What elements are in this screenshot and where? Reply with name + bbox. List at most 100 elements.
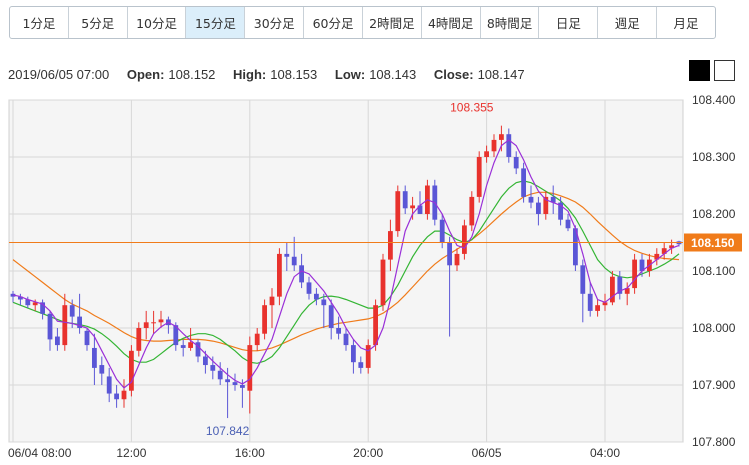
candle	[476, 151, 482, 203]
candle-body	[40, 302, 46, 314]
candle-body	[25, 299, 31, 306]
candle	[254, 328, 260, 351]
candle-body	[151, 322, 157, 324]
ma-mid-line	[12, 180, 680, 364]
candle-body	[609, 276, 615, 303]
tab-2[interactable]: 10分足	[128, 7, 187, 38]
candle	[128, 345, 134, 397]
candle-body	[195, 342, 201, 357]
candle	[572, 225, 578, 271]
candle	[321, 293, 327, 328]
tab-8[interactable]: 8時間足	[481, 7, 540, 38]
candle	[328, 299, 334, 340]
candle-body	[595, 305, 601, 311]
candle-body	[114, 393, 120, 400]
tab-9[interactable]: 日足	[539, 7, 599, 38]
candle-body	[395, 191, 401, 232]
candle-body	[669, 245, 675, 249]
candle	[54, 328, 60, 351]
candle	[402, 185, 408, 214]
candle-body	[158, 319, 164, 323]
low-label: Low:	[334, 67, 366, 82]
candle	[661, 242, 667, 260]
candle	[617, 271, 623, 300]
candle-body	[47, 313, 53, 340]
candle-body	[513, 157, 519, 169]
candle	[99, 356, 105, 385]
tab-10[interactable]: 週足	[598, 7, 658, 38]
y-tick-label: 108.400	[692, 93, 736, 107]
candle	[232, 373, 238, 391]
candle-body	[225, 379, 231, 383]
candle-body	[632, 259, 638, 289]
candle-body	[84, 330, 90, 346]
dark-theme-square-icon[interactable]	[689, 60, 710, 81]
tab-1[interactable]: 5分足	[69, 7, 128, 38]
candlestick-chart[interactable]: 108.400 108.300 108.200 108.100 108.000 107.9…	[0, 90, 749, 465]
candle-body	[558, 202, 564, 220]
candle-body	[498, 134, 504, 140]
tab-11[interactable]: 月足	[673, 16, 699, 31]
candle	[188, 328, 194, 351]
tab-6[interactable]: 2時間足	[363, 7, 422, 38]
candle	[654, 248, 660, 266]
candle	[25, 296, 31, 309]
candle	[269, 288, 275, 328]
candle	[565, 214, 571, 232]
candle-body	[587, 293, 593, 311]
tab-0[interactable]: 1分足	[10, 7, 69, 38]
tab-7[interactable]: 4時間足	[422, 7, 481, 38]
candle-body	[232, 382, 238, 385]
candle-body	[217, 370, 223, 380]
tab-4[interactable]: 30分足	[245, 7, 305, 38]
candle-body	[572, 228, 578, 266]
ma-short-line	[12, 139, 680, 389]
candle	[410, 196, 416, 220]
candle	[276, 248, 282, 306]
y-tick-label: 107.800	[692, 435, 736, 449]
candle-body	[202, 356, 208, 366]
candle-body	[580, 265, 586, 294]
candle	[373, 299, 379, 351]
x-tick-label: 06/04 08:00	[8, 446, 72, 460]
candle-body	[54, 336, 60, 346]
candle	[558, 196, 564, 226]
candle-body	[336, 328, 342, 334]
tab-5[interactable]: 60分足	[304, 7, 363, 38]
tab-3[interactable]: 15分足	[186, 7, 246, 38]
candle	[225, 367, 231, 419]
candle-body	[358, 362, 364, 368]
candle-body	[373, 305, 379, 346]
candle-body	[417, 205, 423, 214]
candle-body	[77, 316, 83, 328]
candle-body	[121, 390, 127, 400]
candle	[365, 339, 371, 374]
candle	[521, 162, 527, 203]
candle-body	[239, 385, 245, 388]
light-theme-square-icon[interactable]	[714, 60, 735, 81]
candle-body	[461, 225, 467, 254]
y-tick-label: 107.900	[692, 378, 736, 392]
candle	[195, 339, 201, 363]
candle	[47, 310, 53, 351]
x-tick-label: 12:00	[116, 446, 146, 460]
candle-body	[402, 191, 408, 209]
candle-body	[306, 282, 312, 294]
candle-body	[180, 345, 186, 348]
candle	[217, 362, 223, 385]
candle-body	[313, 293, 319, 300]
candle	[491, 134, 497, 157]
candle	[343, 328, 349, 351]
candle	[306, 276, 312, 300]
candle	[469, 191, 475, 232]
ohlc-datetime: 2019/06/05 07:00	[8, 67, 110, 82]
candle-body	[32, 302, 38, 306]
candle-body	[106, 376, 112, 394]
candle	[484, 145, 490, 163]
candle-body	[454, 253, 460, 266]
high-annotation: 108.355	[450, 101, 494, 115]
candle-body	[387, 231, 393, 260]
candle-body	[365, 345, 371, 368]
candle	[121, 379, 127, 408]
candle	[143, 310, 149, 340]
